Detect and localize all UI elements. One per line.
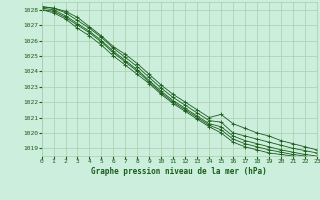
X-axis label: Graphe pression niveau de la mer (hPa): Graphe pression niveau de la mer (hPa) — [91, 167, 267, 176]
